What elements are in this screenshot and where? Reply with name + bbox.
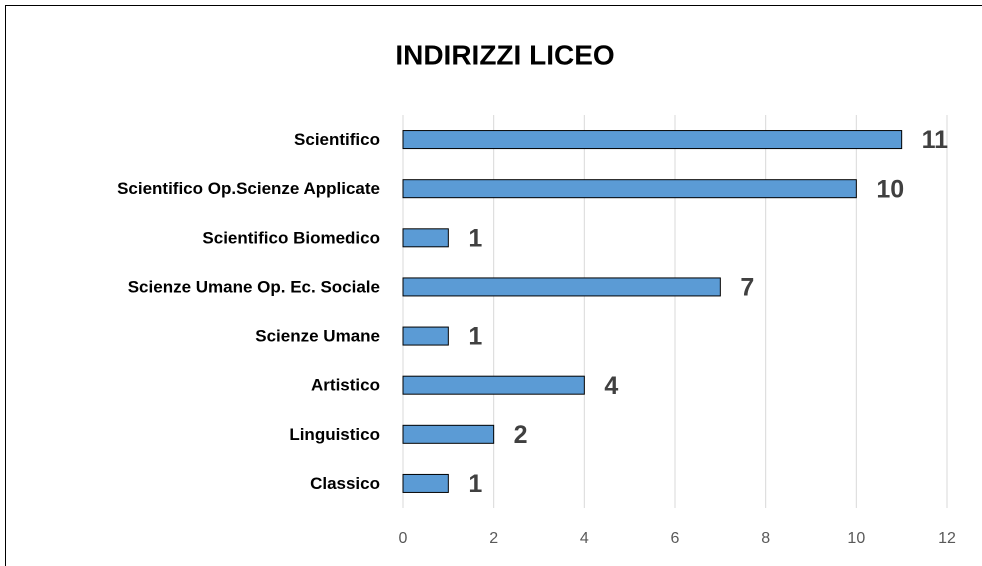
x-tick-label: 12 bbox=[938, 530, 956, 547]
y-tick-label: Scientifico bbox=[294, 130, 380, 149]
data-label: 7 bbox=[740, 274, 754, 302]
data-label: 2 bbox=[514, 421, 528, 449]
data-label: 10 bbox=[876, 175, 904, 203]
y-tick-label: Scientifico Biomedico bbox=[202, 228, 380, 247]
data-label: 11 bbox=[922, 126, 949, 154]
bar bbox=[402, 179, 857, 199]
y-tick-label: Artistico bbox=[311, 376, 380, 395]
bar bbox=[402, 473, 449, 493]
data-label: 1 bbox=[468, 470, 482, 498]
bar bbox=[402, 326, 449, 346]
y-tick-label: Classico bbox=[310, 474, 380, 493]
bar bbox=[402, 228, 449, 248]
x-tick-label: 6 bbox=[671, 530, 680, 547]
y-tick-label: Scientifico Op.Scienze Applicate bbox=[117, 179, 380, 198]
data-label: 1 bbox=[468, 323, 482, 351]
x-tick-label: 0 bbox=[399, 530, 408, 547]
bar bbox=[402, 277, 721, 297]
bar bbox=[402, 130, 903, 150]
data-label: 1 bbox=[468, 224, 482, 252]
x-tick-label: 2 bbox=[489, 530, 498, 547]
y-tick-label: Linguistico bbox=[289, 425, 380, 444]
x-tick-label: 10 bbox=[847, 530, 865, 547]
chart-title: INDIRIZZI LICEO bbox=[395, 39, 614, 70]
bar bbox=[402, 375, 585, 395]
y-tick-label: Scienze Umane bbox=[255, 327, 380, 346]
x-tick-label: 8 bbox=[761, 530, 770, 547]
x-tick-label: 4 bbox=[580, 530, 589, 547]
bar bbox=[402, 424, 495, 444]
data-label: 4 bbox=[604, 372, 618, 400]
y-tick-label: Scienze Umane Op. Ec. Sociale bbox=[128, 277, 380, 296]
